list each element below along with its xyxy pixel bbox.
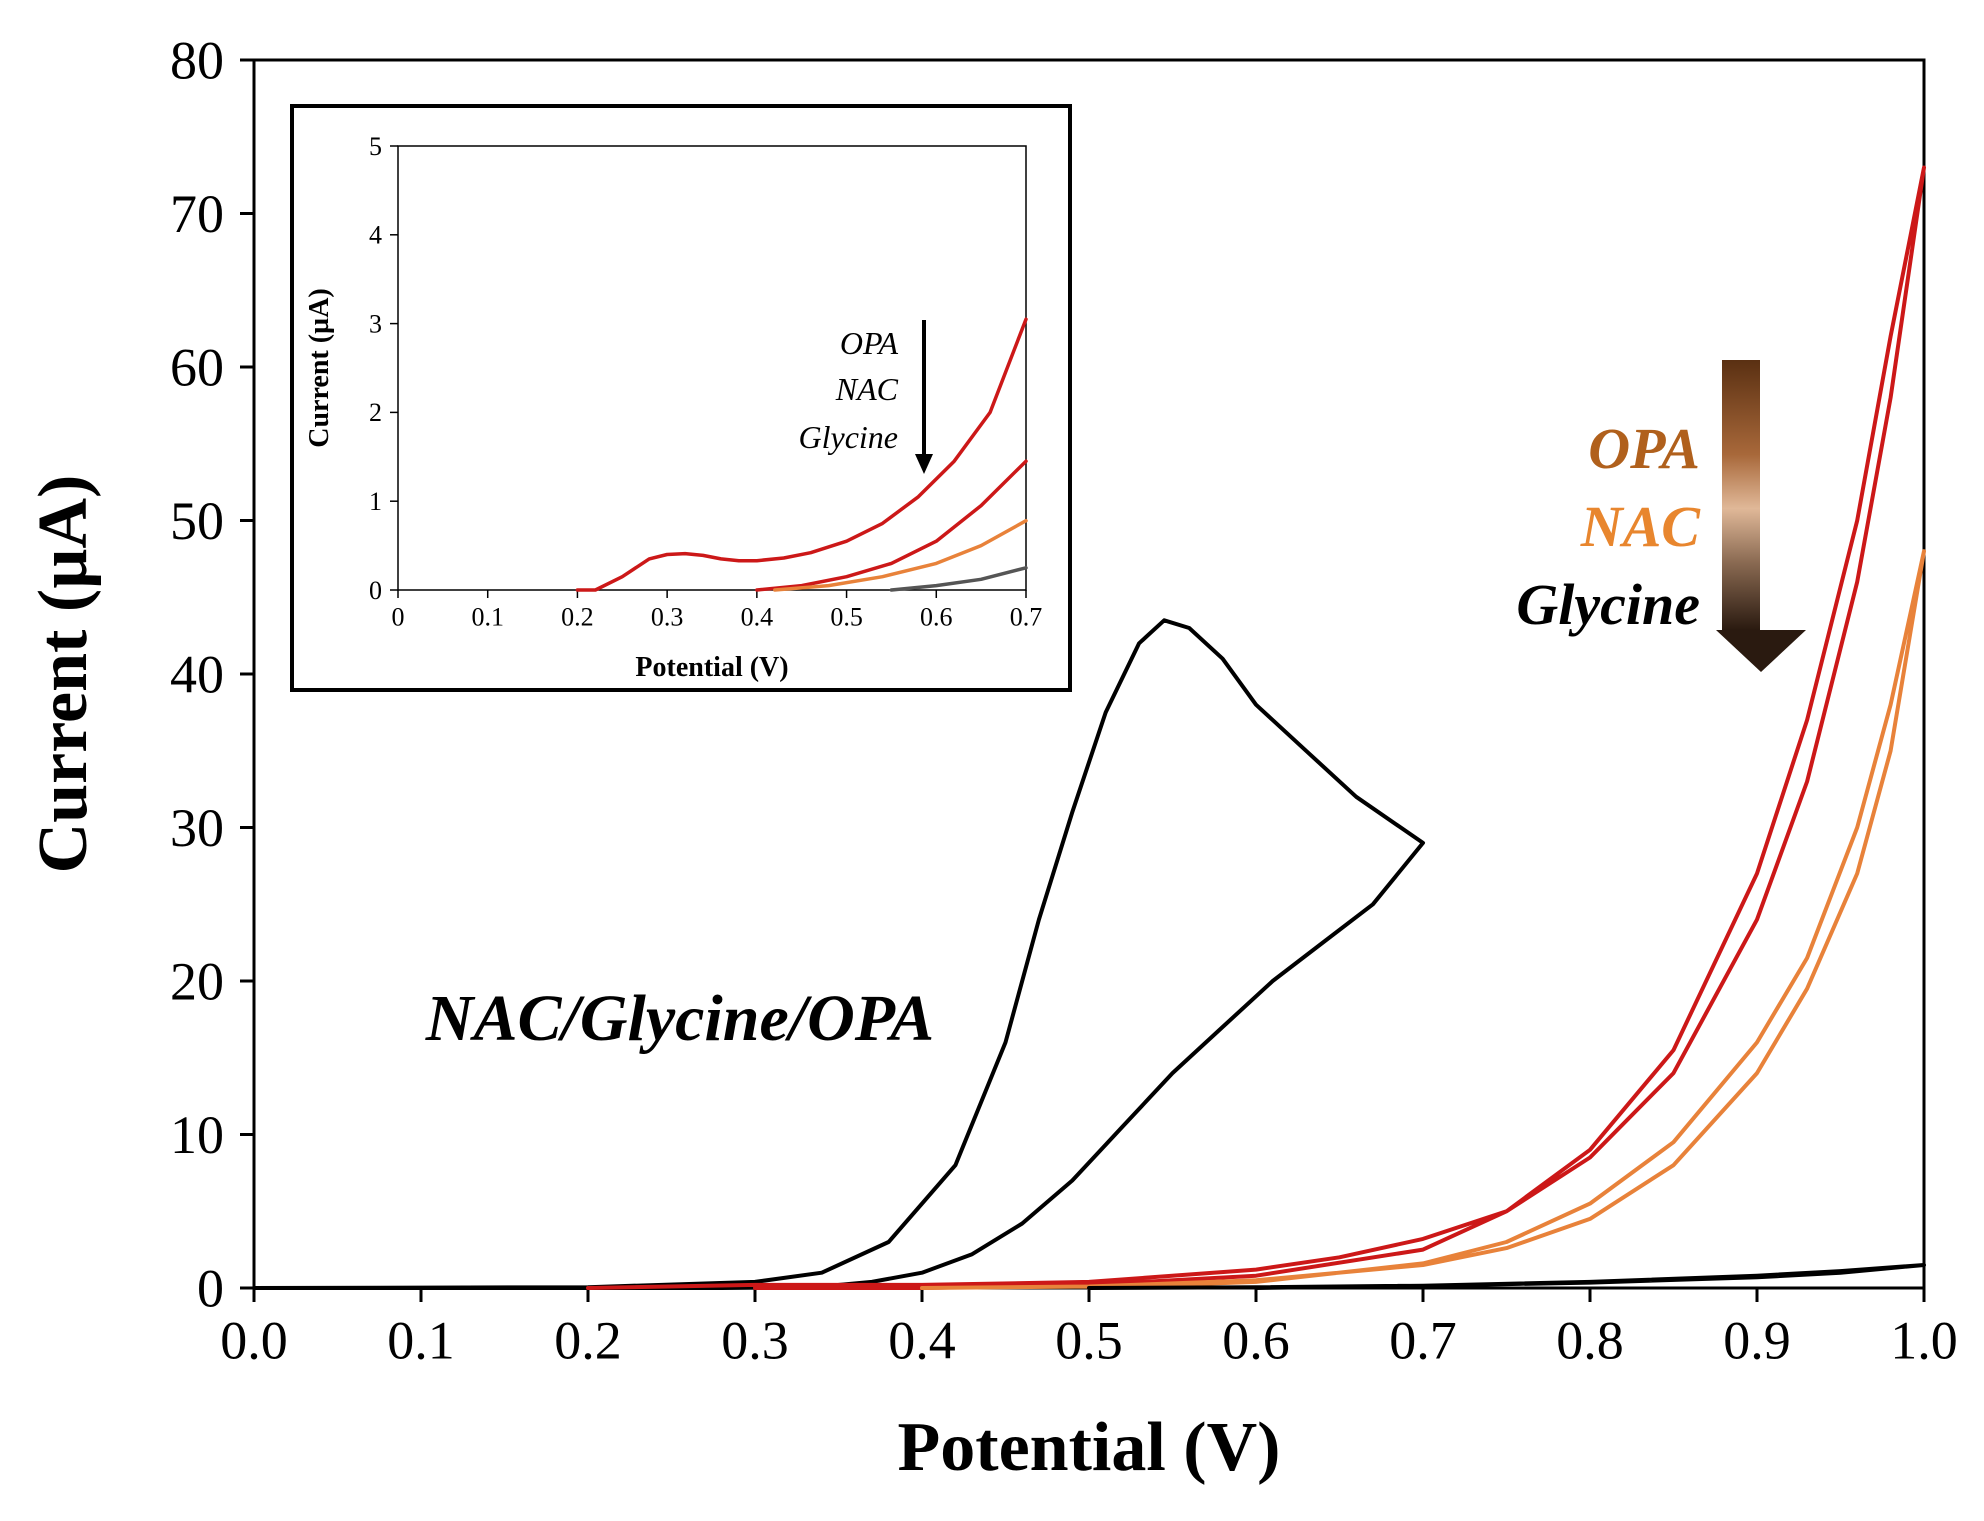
- y-tick-label: 4: [369, 221, 382, 250]
- arrow-shaft: [1722, 360, 1760, 630]
- series-line-glycine: [889, 566, 1028, 592]
- series-line-glycine: [1087, 1263, 1926, 1290]
- x-tick-label: 0.1: [387, 1311, 455, 1371]
- y-tick-label: 60: [170, 337, 224, 397]
- main-x-axis-title: Potential (V): [898, 1409, 1281, 1486]
- y-tick-label: 1: [369, 487, 382, 516]
- x-tick-label: 0.5: [1055, 1311, 1123, 1371]
- series-line-opa: [586, 165, 1926, 1290]
- inset-series-group: [575, 317, 1028, 592]
- series-line-nac: [920, 549, 1926, 1290]
- x-tick-label: 0: [392, 602, 405, 631]
- inset-arrow: [915, 320, 933, 474]
- series-line-nac-glycine-opa: [252, 618, 1425, 1290]
- x-tick-label: 0.2: [554, 1311, 622, 1371]
- inset-plot-area: [397, 145, 1027, 591]
- legend-label-opa: OPA: [1588, 416, 1700, 481]
- x-tick-label: 0.7: [1389, 1311, 1457, 1371]
- scan-direction-arrow: [1716, 360, 1806, 672]
- curve-label: NAC/Glycine/OPA: [425, 982, 934, 1055]
- series-line-opa: [575, 317, 1028, 592]
- x-tick-label: 0.0: [220, 1311, 288, 1371]
- main-y-ticks: 0 10 20 30 40 50 60 70 80: [170, 30, 254, 1318]
- y-tick-label: 0: [197, 1258, 224, 1318]
- x-tick-label: 0.2: [561, 602, 594, 631]
- x-tick-label: 0.1: [471, 602, 504, 631]
- inset-y-axis-title: Current (µA): [304, 288, 335, 447]
- y-tick-label: 20: [170, 951, 224, 1011]
- legend-label-glycine: Glycine: [1516, 572, 1700, 637]
- y-tick-label: 3: [369, 309, 382, 338]
- x-tick-label: 0.3: [651, 602, 684, 631]
- x-tick-label: 0.9: [1723, 1311, 1791, 1371]
- x-tick-label: 0.4: [888, 1311, 956, 1371]
- y-tick-label: 2: [369, 398, 382, 427]
- y-tick-label: 10: [170, 1105, 224, 1165]
- y-tick-label: 5: [369, 132, 382, 161]
- inset-chart: 0 1 2 3 4 5 0 0.1 0.2 0.3 0.4 0.5 0.6 0.7 Potential …: [290, 104, 1072, 692]
- x-tick-label: 0.7: [1010, 602, 1043, 631]
- inset-label-glycine: Glycine: [799, 419, 899, 455]
- main-series-group: [252, 165, 1926, 1290]
- inset-frame: [290, 104, 1072, 692]
- x-tick-label: 0.6: [920, 602, 953, 631]
- arrow-head: [1716, 630, 1806, 672]
- inset-x-ticks: 0 0.1 0.2 0.3 0.4 0.5 0.6 0.7: [392, 590, 1043, 631]
- y-tick-label: 50: [170, 491, 224, 551]
- y-tick-label: 30: [170, 798, 224, 858]
- x-tick-label: 0.4: [741, 602, 774, 631]
- inset-y-ticks: 0 1 2 3 4 5: [369, 132, 398, 605]
- x-tick-label: 0.6: [1222, 1311, 1290, 1371]
- series-line-opa-lower: [755, 459, 1028, 592]
- x-tick-label: 0.5: [830, 602, 863, 631]
- main-y-axis-title: Current (µA): [25, 475, 102, 874]
- x-tick-label: 1.0: [1890, 1311, 1958, 1371]
- series-line-nac: [773, 518, 1028, 592]
- x-tick-label: 0.3: [721, 1311, 789, 1371]
- y-tick-label: 40: [170, 644, 224, 704]
- inset-label-nac: NAC: [835, 371, 899, 407]
- x-tick-label: 0.8: [1556, 1311, 1624, 1371]
- inset-label-opa: OPA: [840, 325, 899, 361]
- main-x-ticks: 0.0 0.1 0.2 0.3 0.4 0.5 0.6 0.7 0.8 0.9 1.0: [220, 1288, 1958, 1371]
- inset-x-axis-title: Potential (V): [635, 652, 788, 683]
- legend-label-nac: NAC: [1580, 494, 1702, 559]
- y-tick-label: 80: [170, 30, 224, 90]
- y-tick-label: 0: [369, 576, 382, 605]
- y-tick-label: 70: [170, 184, 224, 244]
